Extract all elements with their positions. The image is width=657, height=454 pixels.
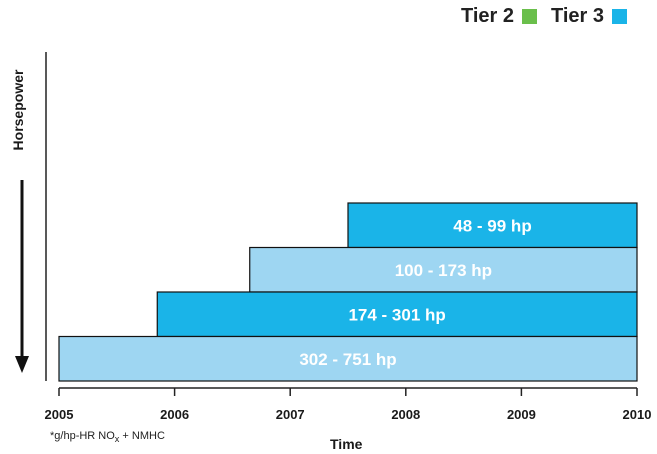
bar-100-173hp [249,246,638,293]
x-tick-label: 2010 [623,407,652,422]
x-tick-label: 2005 [45,407,74,422]
footnote-suffix: + NMHC [119,430,165,442]
x-tick-label: 2007 [276,407,305,422]
bar-label: 302 - 751 hp [299,350,396,369]
bar-174-301hp [156,291,638,338]
bar-label: 100 - 173 hp [395,261,492,280]
x-tick-label: 2008 [391,407,420,422]
bars-layer: 48 - 99 hp 100 - 173 hp 174 - 301 hp 302 - … [58,202,638,382]
legend-label-tier-3: Tier 3 [551,5,604,27]
bar-label: 48 - 99 hp [453,216,531,235]
y-axis-arrow-head [15,356,29,373]
x-ticks-layer: 2005 2006 2007 2008 2009 2010 [45,388,652,422]
legend-swatch-tier-3 [612,9,627,24]
footnote: *g/hp-HR NOx + NMHC [50,430,165,444]
x-tick-label: 2009 [507,407,536,422]
legend-swatch-tier-2 [522,9,537,24]
x-tick-label: 2006 [160,407,189,422]
legend-item-tier-2: Tier 2 [461,5,537,28]
footnote-subscript: x [114,434,120,445]
legend: Tier 2 Tier 3 [447,5,627,28]
bar-302-751hp [58,335,638,382]
x-axis-label: Time [330,436,363,452]
footnote-prefix: *g/hp-HR NO [50,430,115,442]
legend-label-tier-2: Tier 2 [461,5,514,27]
legend-item-tier-3: Tier 3 [551,5,627,28]
bar-label: 174 - 301 hp [348,305,445,324]
